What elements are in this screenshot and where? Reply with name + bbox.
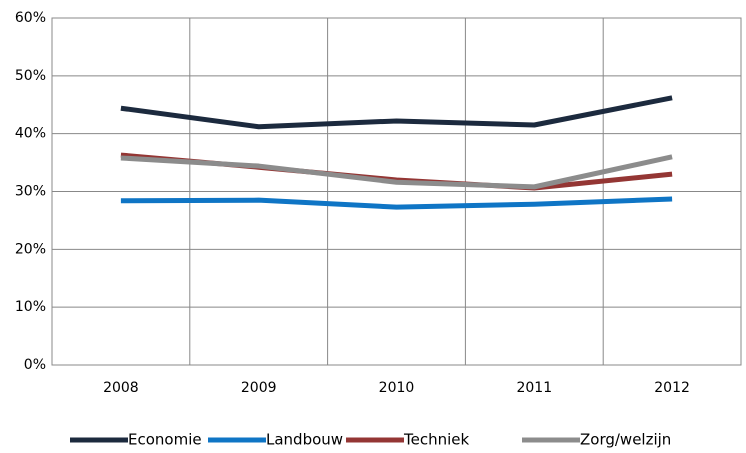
legend-label: Techniek bbox=[403, 431, 469, 449]
series-line bbox=[120, 95, 673, 130]
y-tick-label: 0% bbox=[24, 357, 46, 373]
y-tick-label: 30% bbox=[15, 184, 46, 200]
x-tick-label: 2008 bbox=[103, 380, 139, 396]
legend-label: Economie bbox=[128, 431, 202, 449]
y-tick-label: 50% bbox=[15, 68, 46, 84]
legend-label: Zorg/welzijn bbox=[580, 431, 671, 449]
y-tick-label: 10% bbox=[15, 299, 46, 315]
x-tick-label: 2011 bbox=[516, 380, 552, 396]
series-line bbox=[120, 154, 673, 190]
y-tick-label: 40% bbox=[15, 126, 46, 142]
x-tick-label: 2009 bbox=[241, 380, 277, 396]
y-tick-label: 20% bbox=[15, 241, 46, 257]
legend-label: Landbouw bbox=[266, 431, 343, 449]
y-tick-label: 60% bbox=[15, 10, 46, 26]
series-line bbox=[120, 196, 673, 210]
x-tick-label: 2012 bbox=[654, 380, 690, 396]
x-tick-label: 2010 bbox=[379, 380, 415, 396]
